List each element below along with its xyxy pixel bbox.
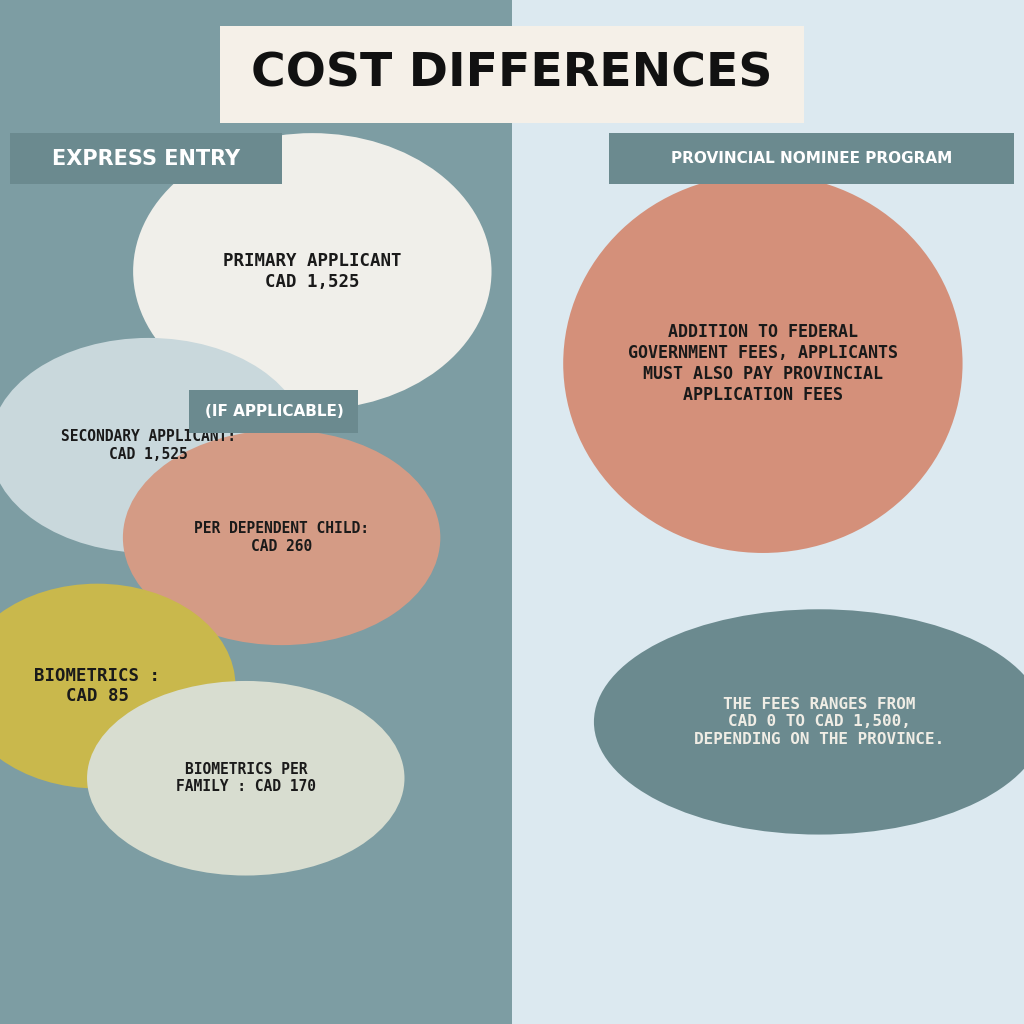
Ellipse shape <box>594 609 1024 835</box>
Ellipse shape <box>0 338 307 553</box>
Ellipse shape <box>0 584 236 788</box>
Text: COST DIFFERENCES: COST DIFFERENCES <box>251 52 773 96</box>
FancyBboxPatch shape <box>609 133 1014 184</box>
Text: BIOMETRICS PER
FAMILY : CAD 170: BIOMETRICS PER FAMILY : CAD 170 <box>176 762 315 795</box>
FancyBboxPatch shape <box>189 390 358 433</box>
Text: PRIMARY APPLICANT
CAD 1,525: PRIMARY APPLICANT CAD 1,525 <box>223 252 401 291</box>
Text: PROVINCIAL NOMINEE PROGRAM: PROVINCIAL NOMINEE PROGRAM <box>671 152 952 166</box>
FancyBboxPatch shape <box>0 0 512 1024</box>
Text: SECONDARY APPLICANT:
CAD 1,525: SECONDARY APPLICANT: CAD 1,525 <box>61 429 236 462</box>
Text: PER DEPENDENT CHILD:
CAD 260: PER DEPENDENT CHILD: CAD 260 <box>195 521 369 554</box>
FancyBboxPatch shape <box>10 133 282 184</box>
Text: THE FEES RANGES FROM
CAD 0 TO CAD 1,500,
DEPENDING ON THE PROVINCE.: THE FEES RANGES FROM CAD 0 TO CAD 1,500,… <box>694 697 944 746</box>
Text: (IF APPLICABLE): (IF APPLICABLE) <box>205 404 343 419</box>
Ellipse shape <box>87 681 404 876</box>
Ellipse shape <box>123 430 440 645</box>
Ellipse shape <box>563 174 963 553</box>
Text: ADDITION TO FEDERAL
GOVERNMENT FEES, APPLICANTS
MUST ALSO PAY PROVINCIAL
APPLICA: ADDITION TO FEDERAL GOVERNMENT FEES, APP… <box>628 324 898 403</box>
FancyBboxPatch shape <box>220 26 804 123</box>
Text: EXPRESS ENTRY: EXPRESS ENTRY <box>52 148 240 169</box>
Text: BIOMETRICS :
CAD 85: BIOMETRICS : CAD 85 <box>34 667 161 706</box>
Ellipse shape <box>133 133 492 410</box>
